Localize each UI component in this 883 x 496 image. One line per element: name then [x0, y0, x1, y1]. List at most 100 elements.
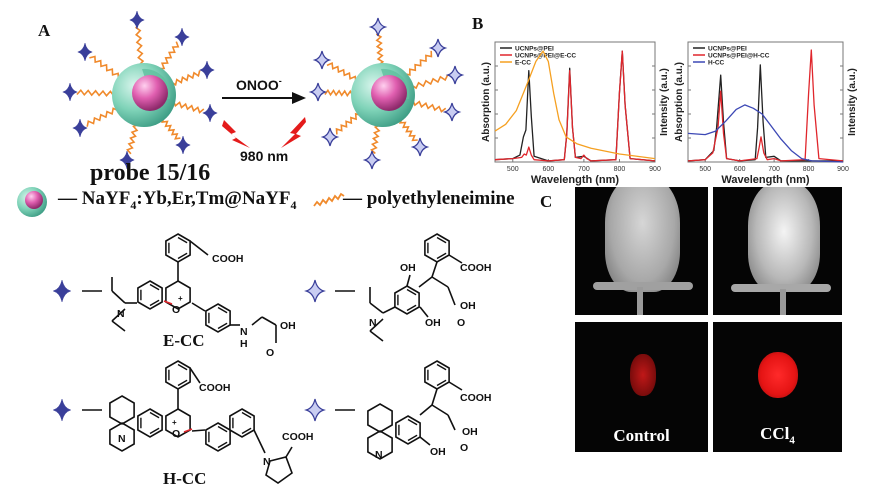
bond — [431, 261, 438, 278]
pei-linker — [76, 88, 115, 97]
double-bond — [407, 434, 418, 442]
h-cc-o-label: O — [172, 428, 180, 440]
double-bond — [177, 363, 188, 371]
bond — [253, 429, 266, 454]
pei-linker — [404, 50, 433, 76]
panel-label-a: A — [38, 21, 51, 40]
h-cc-name: H-CC — [163, 469, 207, 488]
ring — [367, 430, 393, 460]
core-shell-label: — NaYF4:Yb,Er,Tm@NaYF4 — [58, 188, 297, 212]
double-bond — [436, 252, 447, 260]
pei-linker-icon — [313, 192, 345, 207]
y-axis-label-right: Intensity (a.u.) — [847, 68, 858, 136]
series-line-ucnps-pei-h-cc — [687, 49, 844, 162]
bond — [448, 381, 463, 391]
pei-linker — [411, 99, 447, 113]
ring — [165, 280, 191, 310]
bond — [111, 290, 126, 304]
e-cc-oh-label: OH — [280, 320, 296, 332]
double-bond — [217, 306, 228, 314]
pei-linker — [89, 55, 120, 80]
product-star-icon — [304, 398, 326, 422]
e-product-oh-label: OH — [460, 300, 476, 312]
y-axis-label-left: Absorption (a.u.) — [674, 62, 685, 142]
double-bond — [241, 427, 252, 435]
product-star-icon — [442, 102, 462, 122]
product-star-icon — [320, 127, 340, 147]
probe-star-icon — [173, 27, 191, 47]
bond — [419, 436, 431, 446]
e-cc-name: E-CC — [163, 331, 205, 350]
x-tick-label: 700 — [578, 166, 590, 173]
h-cc-cooh2-label: COOH — [282, 431, 314, 443]
probe-star-icon — [118, 150, 136, 170]
h-cc-n2-label: N — [263, 456, 271, 468]
probe-star-icon — [201, 103, 219, 123]
bond — [191, 429, 206, 432]
h-product-oh-bottom-label: OH — [430, 446, 446, 458]
ring — [137, 280, 163, 310]
bond — [447, 286, 456, 306]
bond — [447, 414, 456, 431]
double-bond — [217, 322, 228, 330]
pei-linker — [326, 62, 357, 83]
double-bond — [436, 236, 447, 244]
excitation-label: 980 nm — [240, 148, 288, 164]
ring — [165, 408, 191, 438]
pei-linker — [324, 88, 354, 98]
pei-linker — [158, 41, 180, 70]
x-tick-label: 500 — [699, 166, 711, 173]
scheme-diagram: ONOO- 980 nm — [61, 10, 465, 170]
nanoparticle-core — [132, 75, 168, 111]
e-cc-nh-label: N — [240, 326, 248, 338]
reaction-arrow — [222, 92, 306, 104]
x-tick-label: 500 — [507, 166, 519, 173]
ccl4-brightfield-image — [713, 187, 842, 315]
double-bond — [436, 363, 447, 371]
x-tick-label: 600 — [542, 166, 554, 173]
probe-star-icon — [128, 10, 146, 30]
bond — [382, 306, 396, 314]
pei-linker — [170, 70, 201, 87]
x-tick-label: 600 — [734, 166, 746, 173]
bond — [189, 367, 201, 384]
x-tick-label: 800 — [803, 166, 815, 173]
legend-label: UCNPs@PEI — [515, 46, 554, 53]
h-product-oh-label: OH — [462, 426, 478, 438]
product-star-icon — [304, 279, 326, 303]
x-tick-label: 800 — [614, 166, 626, 173]
h-product-cooh-label: COOH — [460, 392, 492, 404]
double-bond — [406, 288, 417, 296]
product-star-icon — [308, 82, 328, 102]
h-cc-cooh-label: COOH — [199, 382, 231, 394]
ring — [109, 422, 135, 452]
product-star-icon — [410, 137, 430, 157]
ring — [229, 408, 255, 438]
product-star-icon — [368, 17, 388, 37]
pei-linker — [134, 26, 145, 66]
double-bond — [436, 379, 447, 387]
laser-bolt-icon — [222, 117, 306, 148]
h-cc-charge-label: + — [172, 418, 177, 427]
e-product-o-label: O — [457, 317, 465, 329]
e-cc-o2-label: O — [266, 347, 274, 359]
double-bond — [149, 299, 160, 307]
double-bond — [406, 304, 417, 312]
bond — [406, 274, 411, 287]
legend-label: UCNPs@PEI — [708, 46, 747, 53]
ring — [205, 303, 231, 333]
bond — [285, 446, 293, 458]
pei-linker — [126, 123, 139, 155]
pei-linker — [86, 107, 119, 127]
nanoparticle-core — [371, 75, 407, 111]
bond — [163, 300, 173, 305]
bond — [261, 316, 277, 326]
bond — [189, 240, 209, 256]
h-product-o-label: O — [460, 442, 468, 454]
ring — [137, 408, 163, 438]
e-cc-charge-label: + — [178, 294, 183, 303]
nanoparticles — [61, 10, 465, 170]
ring — [109, 395, 135, 425]
pei-linker — [375, 33, 385, 66]
